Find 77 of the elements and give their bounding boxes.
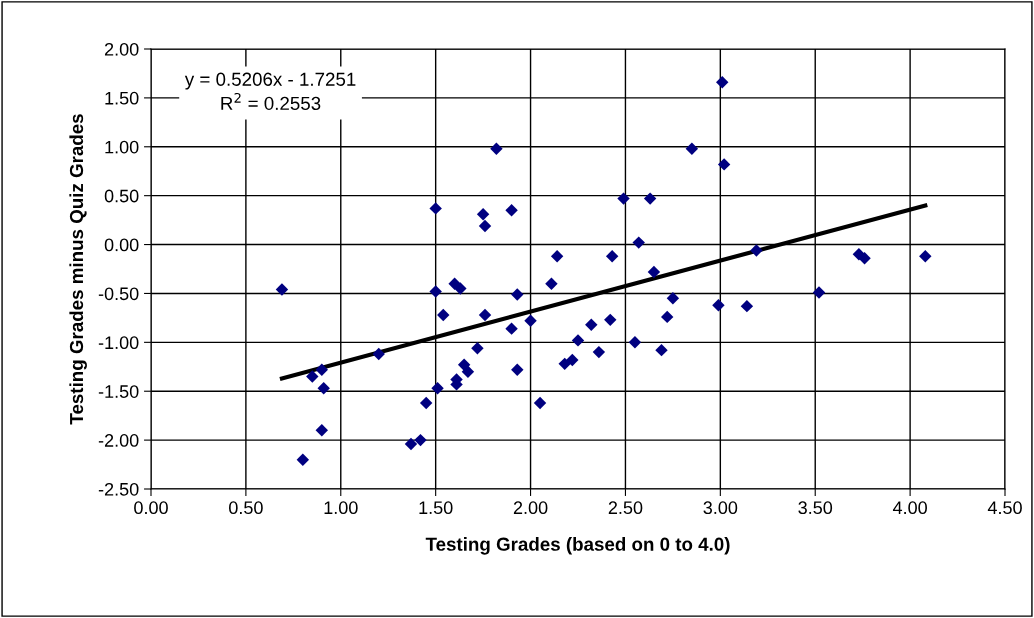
y-tick-label: 0.00 — [104, 238, 139, 252]
point — [431, 382, 444, 395]
point — [404, 437, 418, 451]
point — [858, 252, 871, 265]
x-axis-title: Testing Grades (based on 0 to 4.0) — [425, 537, 730, 555]
point — [505, 322, 518, 335]
x-tick-label: 0.00 — [134, 501, 168, 515]
point — [655, 343, 668, 357]
y-tick-label: -1.50 — [98, 385, 139, 398]
point — [511, 288, 524, 301]
point — [471, 341, 484, 355]
point — [476, 208, 490, 221]
point — [812, 286, 826, 299]
y-tick-label: 1.50 — [105, 91, 139, 105]
point — [437, 308, 450, 322]
point — [666, 292, 680, 305]
x-tick-label: 4.00 — [892, 501, 927, 515]
point — [571, 334, 585, 347]
point — [457, 358, 471, 372]
point — [643, 192, 657, 205]
point — [478, 219, 492, 233]
point — [505, 204, 518, 217]
point — [306, 370, 319, 383]
y-axis-title: Testing Grades minus Quiz Grades — [69, 114, 87, 425]
x-tick-label: 2.00 — [513, 501, 548, 515]
point — [919, 250, 932, 263]
point — [592, 345, 606, 359]
point — [545, 277, 558, 290]
point — [585, 318, 598, 331]
x-tick-label: 4.50 — [987, 501, 1022, 515]
y-tick-label: -1.00 — [98, 336, 139, 350]
point — [533, 396, 547, 410]
point — [511, 363, 524, 376]
point — [461, 365, 475, 378]
point — [315, 363, 329, 376]
x-tick-label: 3.00 — [703, 501, 738, 515]
point — [558, 357, 571, 371]
point — [315, 424, 329, 437]
point — [605, 250, 619, 263]
point — [617, 192, 630, 205]
point — [296, 453, 310, 466]
point — [414, 433, 427, 447]
x-tick-label: 1.50 — [419, 501, 453, 515]
point — [750, 244, 763, 257]
point — [490, 142, 503, 155]
annotation: y = 0.5206x - 1.7251 R$^{2}$ = 0.2553 — [184, 72, 356, 111]
point — [275, 283, 289, 296]
point — [632, 236, 645, 249]
x-tick-label: 3.50 — [798, 501, 833, 515]
y-tick-label: -2.50 — [98, 482, 139, 496]
point — [717, 158, 731, 171]
y-tick-label: -0.50 — [98, 287, 139, 301]
point — [716, 76, 729, 89]
point — [660, 310, 674, 324]
point — [478, 308, 492, 322]
point — [454, 282, 467, 295]
y-tick-label: 0.50 — [104, 189, 139, 203]
point — [372, 347, 385, 361]
x-tick-label: 2.50 — [608, 501, 643, 515]
x-tick-label: 0.50 — [229, 501, 263, 515]
y-tick-label: -2.00 — [98, 434, 139, 447]
point — [429, 285, 442, 298]
y-tick-label: 1.00 — [105, 140, 139, 154]
point — [317, 382, 330, 395]
point — [712, 298, 725, 312]
point — [524, 314, 537, 328]
point — [685, 142, 699, 155]
point — [628, 336, 642, 349]
x-tick-label: 1.00 — [324, 501, 358, 515]
point — [604, 313, 617, 327]
point — [740, 299, 754, 313]
point — [647, 265, 661, 279]
point — [550, 250, 564, 263]
point — [429, 202, 442, 215]
y-tick-label: 2.00 — [104, 42, 139, 56]
point — [566, 353, 579, 367]
point — [419, 396, 433, 410]
